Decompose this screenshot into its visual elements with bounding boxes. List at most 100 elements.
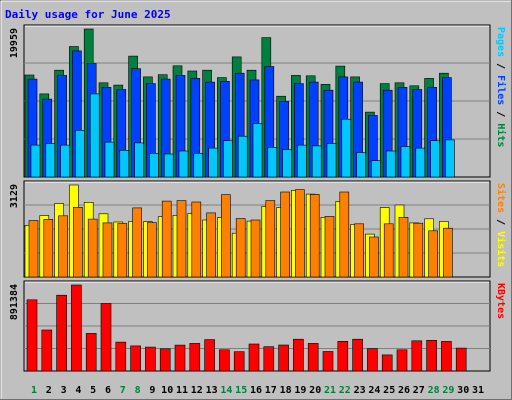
x-tick-label-day-2: 2 — [46, 385, 52, 396]
bar-sites-day-25 — [383, 223, 394, 278]
legend-separator: / — [495, 213, 506, 231]
y-axis-max-label: 3129 — [9, 184, 20, 208]
hits-panel: 19959 Pages / Files / Hits — [9, 24, 507, 178]
bar-kbytes-day-24 — [367, 348, 378, 372]
bar-sites-day-14 — [221, 194, 231, 278]
bar-kbytes-day-21 — [322, 351, 334, 372]
x-tick-label-day-29: 29 — [442, 385, 454, 396]
bar-sites-day-19 — [295, 189, 305, 278]
legend-sites: Sites — [495, 183, 507, 213]
bar-pages-day-23 — [356, 152, 366, 178]
x-tick-label-day-8: 8 — [135, 385, 141, 396]
legend-visits: Visits — [495, 231, 507, 267]
visits-panel: 3129 Sites / Visits — [9, 180, 507, 278]
bar-kbytes-day-8 — [130, 345, 141, 372]
legend: Sites / Visits — [495, 183, 507, 267]
bar-pages-day-27 — [415, 147, 426, 178]
bar-sites-day-1 — [28, 220, 39, 278]
bar-kbytes-day-13 — [204, 339, 215, 372]
bar-pages-day-4 — [75, 130, 85, 178]
bar-pages-day-7 — [119, 150, 130, 178]
bar-sites-day-18 — [280, 191, 290, 278]
bar-kbytes-day-3 — [56, 294, 67, 372]
x-tick-label-day-20: 20 — [309, 385, 321, 396]
bar-kbytes-day-25 — [381, 354, 393, 372]
x-tick-label-day-17: 17 — [265, 385, 277, 396]
legend: Pages / Files / Hits — [495, 27, 507, 147]
bar-pages-day-3 — [60, 144, 70, 178]
bar-pages-day-16 — [252, 123, 263, 178]
bar-kbytes-day-16 — [248, 343, 260, 372]
x-tick-label-day-28: 28 — [428, 385, 440, 396]
x-tick-label-day-21: 21 — [324, 385, 336, 396]
bar-kbytes-day-22 — [337, 340, 349, 372]
bar-pages-day-12 — [193, 153, 204, 178]
bar-kbytes-day-9 — [145, 346, 156, 372]
bar-sites-day-26 — [398, 217, 409, 278]
bar-pages-day-29 — [445, 139, 455, 178]
x-tick-label-day-19: 19 — [294, 385, 306, 396]
bar-kbytes-day-26 — [396, 349, 408, 372]
bar-kbytes-day-10 — [159, 348, 171, 372]
bar-kbytes-day-4 — [71, 284, 82, 372]
x-tick-label-day-25: 25 — [383, 385, 395, 396]
bar-sites-day-11 — [176, 200, 187, 278]
bar-pages-day-2 — [45, 143, 56, 178]
bar-kbytes-day-29 — [441, 341, 452, 372]
bar-pages-day-15 — [237, 135, 248, 178]
bar-pages-day-10 — [163, 153, 174, 178]
bar-sites-day-17 — [265, 200, 276, 278]
bar-pages-day-17 — [267, 147, 278, 178]
x-tick-label-day-3: 3 — [61, 385, 67, 396]
bar-kbytes-day-27 — [411, 340, 423, 372]
bar-sites-day-24 — [369, 236, 379, 278]
legend-separator: / — [495, 57, 506, 75]
bar-sites-day-10 — [161, 200, 172, 278]
bar-pages-day-26 — [400, 146, 411, 178]
kbytes-panel: 891384 KBytes — [9, 280, 506, 372]
bar-pages-day-13 — [208, 147, 218, 178]
x-tick-label-day-10: 10 — [161, 385, 173, 396]
x-tick-label-day-22: 22 — [339, 385, 351, 396]
x-tick-label-day-7: 7 — [120, 385, 126, 396]
bar-sites-day-29 — [443, 227, 453, 278]
bar-pages-day-6 — [104, 141, 115, 178]
legend: KBytes — [495, 283, 506, 319]
bar-kbytes-day-7 — [115, 341, 127, 372]
bar-sites-day-27 — [413, 222, 424, 278]
bar-pages-day-21 — [326, 143, 337, 178]
bar-sites-day-9 — [147, 222, 157, 278]
x-tick-label-day-30: 30 — [457, 385, 469, 396]
x-tick-label-day-9: 9 — [149, 385, 155, 396]
bar-sites-day-7 — [117, 223, 128, 278]
chart-panels: 19959 Pages / Files / Hits 3129 Sites / Vis… — [9, 24, 507, 372]
bar-kbytes-day-12 — [189, 343, 201, 372]
bar-sites-day-28 — [428, 230, 438, 278]
bar-sites-day-8 — [132, 207, 142, 278]
x-tick-label-day-26: 26 — [398, 385, 410, 396]
bar-pages-day-28 — [430, 140, 440, 178]
x-tick-label-day-23: 23 — [354, 385, 366, 396]
bar-kbytes-day-17 — [263, 346, 275, 372]
bar-pages-day-11 — [178, 150, 189, 178]
x-tick-label-day-16: 16 — [250, 385, 262, 396]
x-tick-label-day-14: 14 — [220, 385, 232, 396]
bar-kbytes-day-5 — [85, 333, 97, 372]
bar-pages-day-9 — [149, 153, 159, 178]
x-tick-label-day-27: 27 — [413, 385, 425, 396]
x-tick-label-day-15: 15 — [235, 385, 247, 396]
chart-title: Daily usage for June 2025 — [5, 8, 171, 21]
bar-pages-day-22 — [341, 118, 352, 178]
x-tick-label-day-24: 24 — [368, 385, 380, 396]
x-tick-label-day-4: 4 — [75, 385, 81, 396]
bar-pages-day-19 — [297, 144, 307, 178]
legend-files: Files — [495, 75, 507, 105]
bar-sites-day-2 — [43, 219, 54, 278]
bar-sites-day-4 — [73, 207, 83, 278]
y-axis-max-label: 19959 — [9, 28, 20, 58]
x-tick-label-day-5: 5 — [90, 385, 96, 396]
bar-kbytes-day-30 — [455, 347, 467, 372]
bar-pages-day-18 — [282, 149, 292, 178]
bar-sites-day-15 — [235, 218, 246, 278]
